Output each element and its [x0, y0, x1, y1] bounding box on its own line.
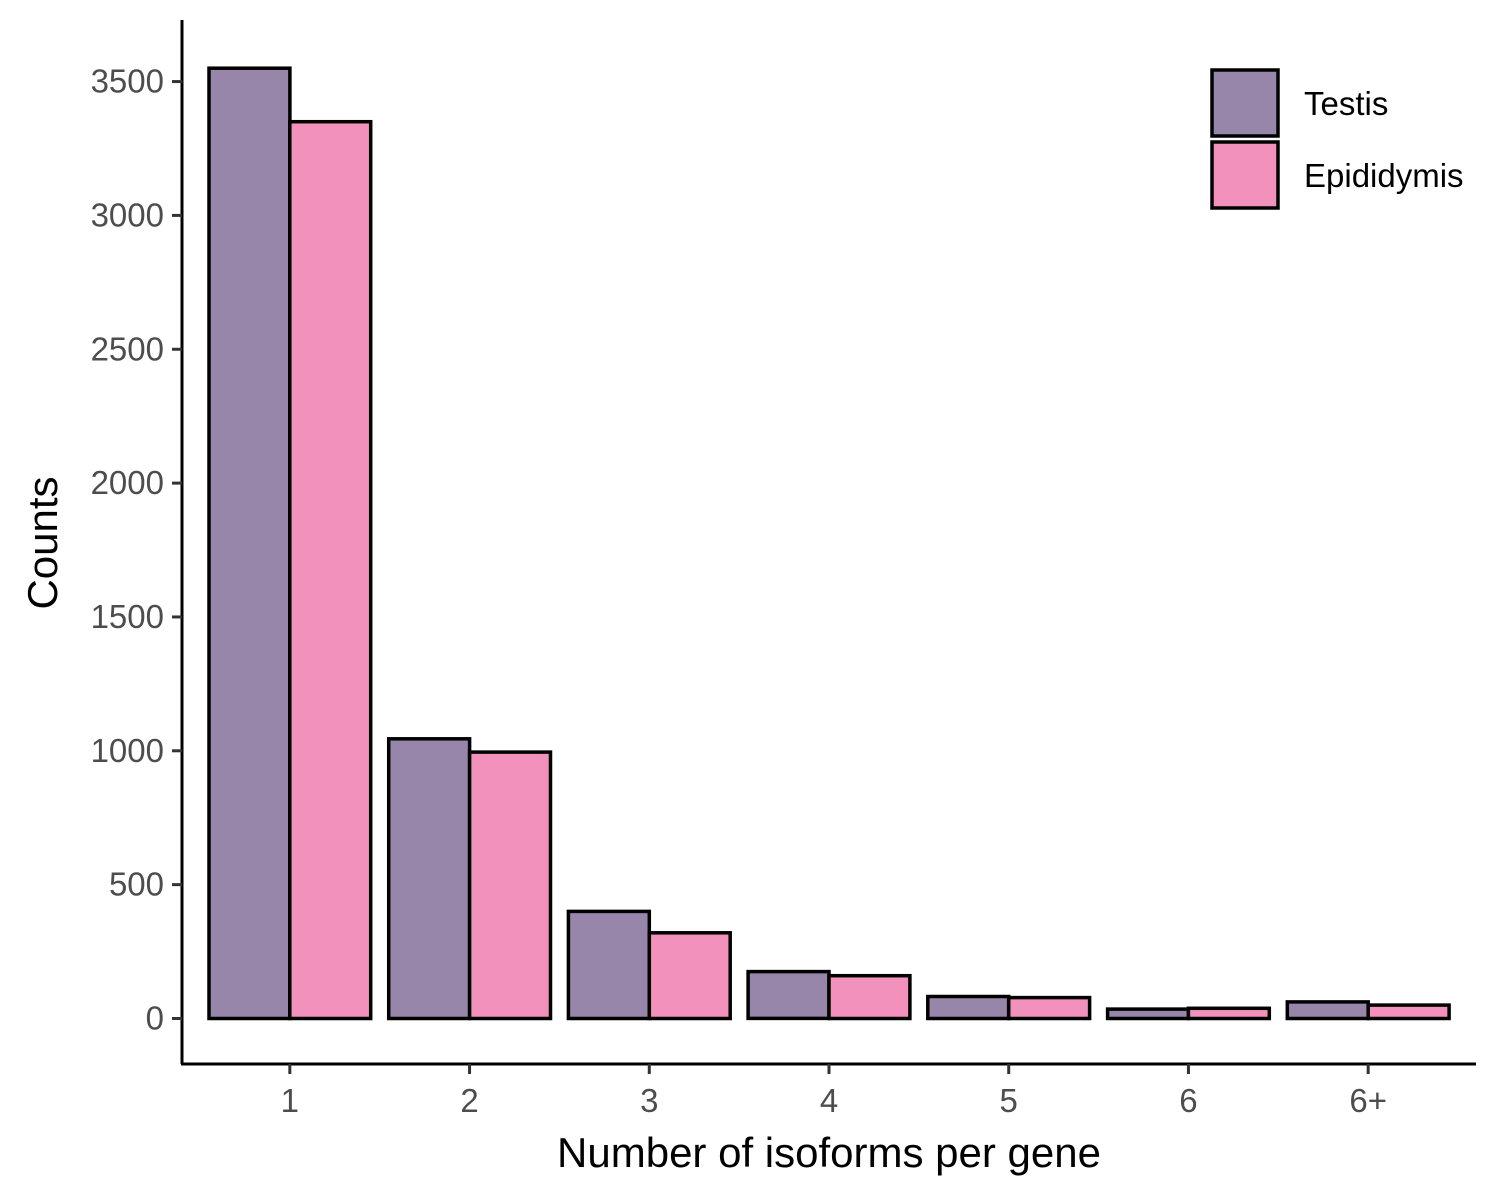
y-tick-label: 0: [146, 999, 164, 1036]
y-axis-title: Counts: [19, 476, 66, 609]
bar-testis-2: [386, 737, 472, 1021]
bar-testis-6+: [1285, 1000, 1370, 1021]
bar-testis-5: [926, 994, 1011, 1021]
y-tick-label: 500: [109, 866, 164, 903]
legend-swatch-epididymis: [1210, 140, 1280, 210]
y-tick-label: 3000: [91, 196, 164, 233]
y-tick-label: 3500: [91, 63, 164, 100]
legend: Testis Epididymis: [1210, 68, 1464, 210]
legend-label-epididymis: Epididymis: [1304, 157, 1464, 194]
bar-epididymis-6: [1186, 1006, 1272, 1021]
bar-epididymis-6+: [1366, 1003, 1451, 1021]
x-tick-label: 6+: [1349, 1082, 1387, 1119]
bar-testis-6: [1105, 1007, 1191, 1021]
x-tick-label: 4: [820, 1082, 838, 1119]
y-tick-label: 1500: [91, 598, 164, 635]
bar-testis-1: [207, 66, 292, 1021]
y-tick-label: 1000: [91, 732, 164, 769]
x-ticks-group: 1 2 3 4 5 6 6+: [281, 1064, 1387, 1119]
bar-epididymis-1: [288, 119, 373, 1021]
y-tick-label: 2000: [91, 464, 164, 501]
bars-group: [207, 66, 1451, 1021]
y-tick-label: 2500: [91, 330, 164, 367]
x-tick-label: 1: [281, 1082, 299, 1119]
bar-epididymis-3: [647, 931, 732, 1021]
x-tick-label: 5: [1000, 1082, 1018, 1119]
x-tick-label: 3: [640, 1082, 658, 1119]
x-axis-title: Number of isoforms per gene: [557, 1129, 1101, 1176]
bar-epididymis-2: [467, 750, 553, 1021]
x-tick-label: 2: [460, 1082, 478, 1119]
bar-testis-3: [566, 909, 652, 1021]
legend-label-testis: Testis: [1304, 85, 1388, 122]
x-tick-label: 6: [1179, 1082, 1197, 1119]
bar-epididymis-4: [827, 973, 912, 1021]
legend-swatch-testis: [1210, 68, 1280, 138]
bar-testis-4: [746, 969, 831, 1021]
bar-epididymis-5: [1006, 995, 1092, 1021]
y-ticks-group: 0 500 1000 1500 2000 2500 3000 3500: [91, 63, 182, 1036]
